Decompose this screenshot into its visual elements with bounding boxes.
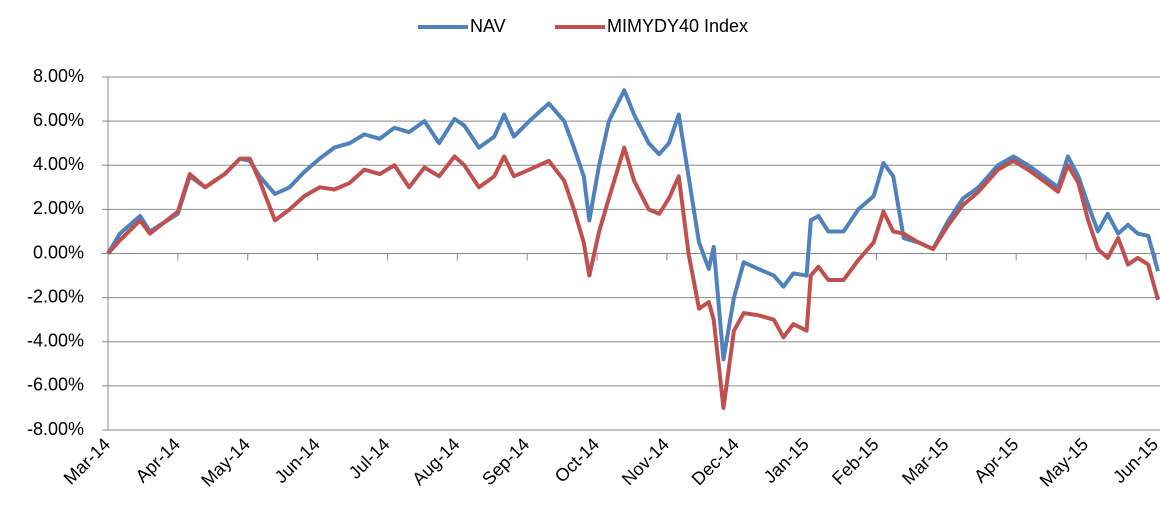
x-tick-label: May-14	[197, 434, 254, 491]
x-tick-label: May-15	[1036, 434, 1093, 491]
y-tick-label: 0.00%	[33, 242, 84, 262]
x-tick-label: Mar-15	[898, 434, 952, 488]
y-tick-label: 6.00%	[33, 110, 84, 130]
x-tick-label: Sep-14	[478, 434, 533, 489]
x-tick-label: Oct-14	[551, 434, 603, 486]
x-tick-label: Jul-14	[345, 434, 394, 483]
y-tick-label: -2.00%	[27, 286, 84, 306]
x-tick-label: Dec-14	[688, 434, 743, 489]
x-tick-label: Feb-15	[828, 434, 882, 488]
y-tick-label: -4.00%	[27, 331, 84, 351]
line-series	[106, 145, 1160, 410]
x-tick-label: Apr-15	[970, 434, 1022, 486]
legend-label: NAV	[470, 16, 506, 36]
y-tick-label: 2.00%	[33, 198, 84, 218]
y-tick-label: -8.00%	[27, 419, 84, 439]
x-tick-label: Jun-14	[271, 434, 324, 487]
y-tick-label: 8.00%	[33, 66, 84, 86]
y-tick-label: 4.00%	[33, 154, 84, 174]
y-tick-label: -6.00%	[27, 375, 84, 395]
legend-label: MIMYDY40 Index	[607, 16, 748, 36]
line-series	[106, 88, 1160, 362]
x-tick-label: Jan-15	[760, 434, 813, 487]
x-tick-label: Jun-15	[1109, 434, 1160, 487]
x-tick-label: Aug-14	[408, 434, 463, 489]
x-tick-label: Apr-14	[132, 434, 184, 486]
x-tick-label: Nov-14	[618, 434, 673, 489]
x-tick-label: Mar-14	[60, 434, 114, 488]
